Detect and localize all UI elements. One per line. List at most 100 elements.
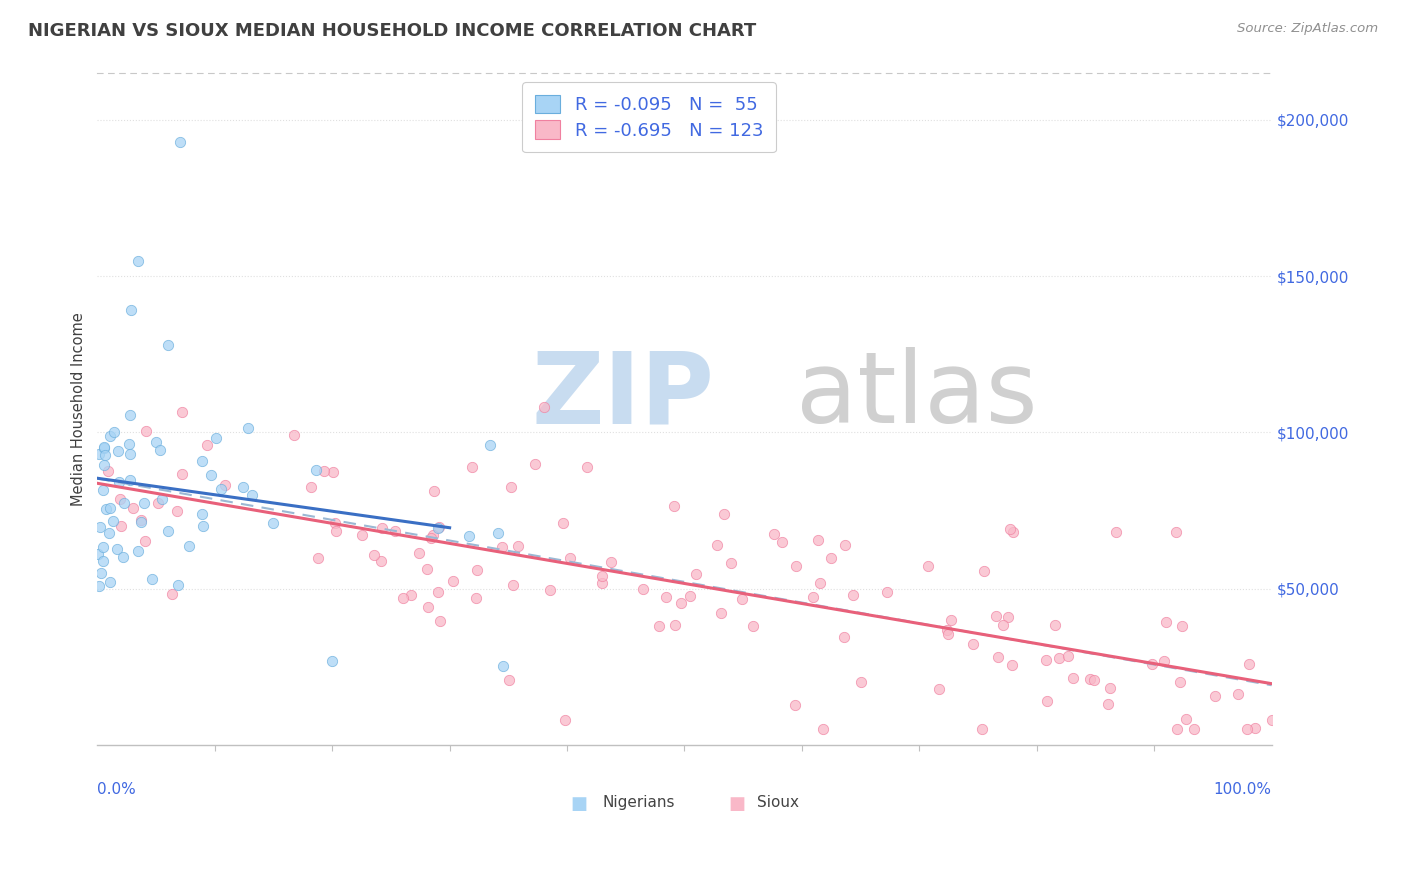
Point <box>190 453 212 467</box>
Point <box>876 584 898 599</box>
Point <box>710 606 733 620</box>
Point <box>325 524 347 538</box>
Point <box>742 618 765 632</box>
Point <box>426 521 449 535</box>
Point <box>283 428 305 442</box>
Point <box>987 650 1010 665</box>
Point <box>1097 697 1119 711</box>
Point <box>936 627 959 641</box>
Point <box>591 576 613 591</box>
Point <box>172 405 194 419</box>
Point <box>917 558 939 573</box>
Point <box>508 539 530 553</box>
Point <box>166 578 188 592</box>
Point <box>970 723 993 737</box>
Text: ZIP: ZIP <box>531 347 714 444</box>
Point <box>1062 671 1084 685</box>
Point <box>429 614 451 628</box>
Point <box>127 543 149 558</box>
Point <box>478 438 501 452</box>
Point <box>941 613 963 627</box>
Point <box>441 574 464 589</box>
Point <box>118 437 141 451</box>
Text: NIGERIAN VS SIOUX MEDIAN HOUSEHOLD INCOME CORRELATION CHART: NIGERIAN VS SIOUX MEDIAN HOUSEHOLD INCOM… <box>28 22 756 40</box>
Point <box>533 401 555 415</box>
Point <box>1047 650 1070 665</box>
Point <box>1237 657 1260 671</box>
Point <box>107 444 129 458</box>
Point <box>820 550 842 565</box>
Point <box>98 500 121 515</box>
Point <box>553 516 575 530</box>
Point <box>371 521 394 535</box>
Point <box>423 484 446 499</box>
Point <box>236 421 259 435</box>
Point <box>170 467 193 481</box>
Point <box>720 556 742 570</box>
Point <box>998 522 1021 536</box>
Point <box>87 579 110 593</box>
Point <box>426 585 449 599</box>
Point <box>1153 654 1175 668</box>
Point <box>807 533 830 547</box>
Point <box>110 519 132 533</box>
Text: 100.0%: 100.0% <box>1213 782 1271 797</box>
Point <box>491 540 513 554</box>
Point <box>669 596 692 610</box>
Point <box>177 539 200 553</box>
Point <box>322 465 344 479</box>
Point <box>103 425 125 439</box>
Point <box>785 559 807 574</box>
Point <box>401 589 423 603</box>
Point <box>134 534 156 549</box>
Point <box>591 569 613 583</box>
Point <box>384 524 406 538</box>
Point <box>1035 653 1057 667</box>
Point <box>783 698 806 712</box>
Point <box>307 550 329 565</box>
Point <box>370 554 392 568</box>
Text: 0.0%: 0.0% <box>97 782 136 797</box>
Point <box>498 673 520 688</box>
Point <box>1142 657 1164 671</box>
Point <box>1175 712 1198 726</box>
Point <box>169 135 191 149</box>
Text: ■: ■ <box>728 796 745 814</box>
Point <box>93 441 115 455</box>
Point <box>118 447 141 461</box>
Point <box>240 488 263 502</box>
Point <box>1227 687 1250 701</box>
Y-axis label: Median Household Income: Median Household Income <box>72 312 86 506</box>
Point <box>141 573 163 587</box>
Text: Nigerians: Nigerians <box>602 796 675 811</box>
Point <box>1035 694 1057 708</box>
Point <box>991 618 1014 632</box>
Point <box>1236 723 1258 737</box>
Point <box>554 713 576 727</box>
Point <box>146 496 169 510</box>
Point <box>103 514 125 528</box>
Point <box>1083 673 1105 687</box>
Point <box>654 591 676 605</box>
Point <box>842 588 865 602</box>
Point <box>1182 723 1205 737</box>
Point <box>232 480 254 494</box>
Point <box>118 408 141 422</box>
Point <box>91 554 114 568</box>
Point <box>523 457 546 471</box>
Point <box>160 587 183 601</box>
Point <box>467 564 489 578</box>
Text: atlas: atlas <box>796 347 1038 444</box>
Point <box>801 590 824 604</box>
Point <box>350 528 373 542</box>
Point <box>112 496 135 510</box>
Point <box>89 520 111 534</box>
Point <box>166 504 188 518</box>
Point <box>145 434 167 449</box>
Point <box>685 567 707 582</box>
Point <box>492 659 515 673</box>
Point <box>87 547 110 561</box>
Point <box>928 681 950 696</box>
Point <box>935 623 957 637</box>
Point <box>1057 648 1080 663</box>
